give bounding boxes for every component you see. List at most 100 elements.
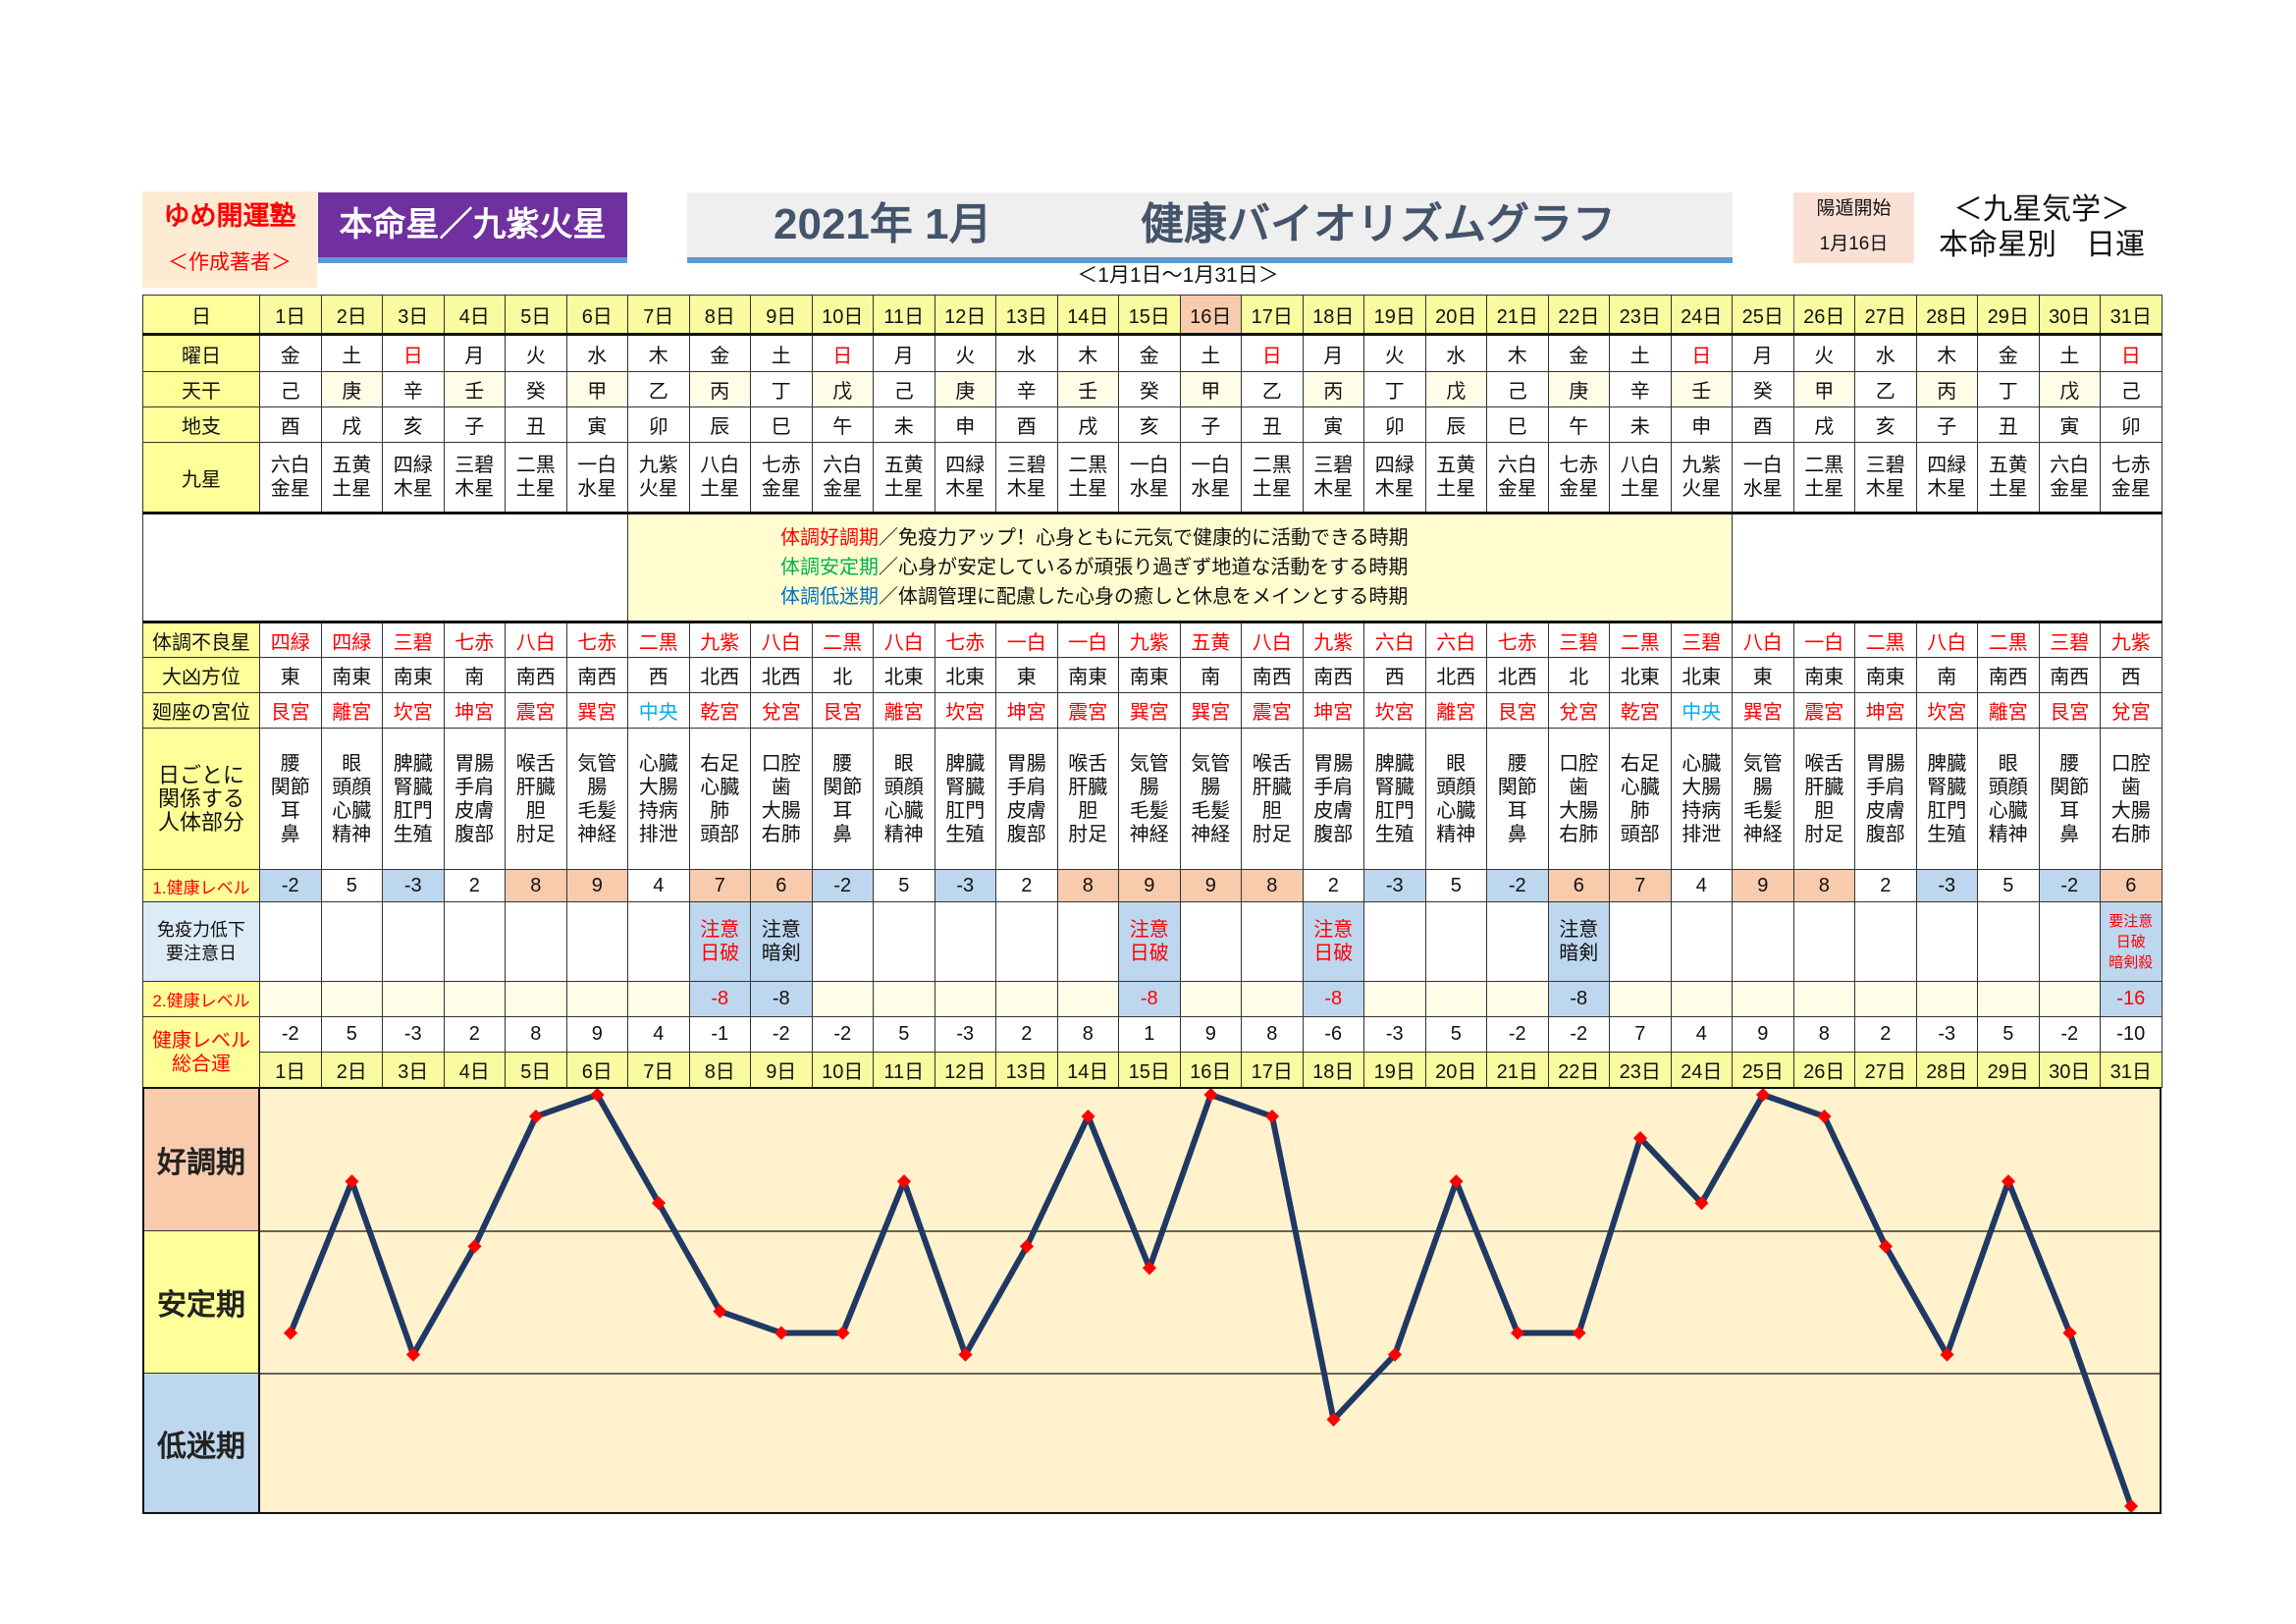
level1-cell: -2 [811,869,874,902]
day-cell: 2日 [320,295,383,336]
kan-cell: 庚 [320,371,383,407]
day-cell: 16日 [1179,295,1242,336]
day-cell: 31日 [2100,295,2163,336]
body-part: 耳 [1507,799,1527,822]
legend-item: 体調好調期／免疫力アップ！心身ともに元気で健康的に活動できる時期 [629,523,1732,553]
palace-cell: 坤宮 [995,692,1058,729]
direction-row: 大凶方位東南東 南東南南西 南西西北西 北西北北東 北東東南東 南東南南西 南西西北西 北西北… [142,657,2163,693]
palace-cell: 震宮 [1792,692,1855,729]
palace-cell: 離宮 [873,692,935,729]
line: 水星 [577,478,617,500]
legend-term: 体調低迷期 [780,586,879,608]
direction-cell: 北 [1547,657,1610,693]
day-cell: 23日 [1609,295,1672,336]
day-cell: 3日 [382,295,445,336]
body-cell: 眼頭顔 心臓 精神 [1424,728,1487,870]
star-cell: 四緑 木星 [1915,442,1978,514]
body-part: 喉舌 [1804,752,1844,775]
immunity-cell [1915,901,1978,982]
body-part: 喉舌 [515,752,556,775]
body-part: 腹部 [454,823,495,845]
palace-cell: 巽宮 [1118,692,1181,729]
kan-cell: 乙 [1854,371,1917,407]
body-part: 毛髪 [1191,799,1231,822]
direction-cell: 北東 [873,657,935,693]
kan-cell: 癸 [1732,371,1794,407]
label-line: 総合運 [172,1053,231,1075]
star-cell: 二黒 土星 [505,442,567,514]
bad-star-cell: 六白 [1424,622,1487,658]
immunity-note: 注意 [1129,919,1169,941]
immunity-cell [811,901,874,982]
level1-cell: 4 [627,869,690,902]
body-part: 肘足 [515,823,556,845]
body-part: 肘足 [1068,823,1108,845]
line: 金星 [761,478,801,500]
palace-cell: 離宮 [320,692,383,729]
immunity-cell [382,901,445,982]
total-cell: -2 [259,1016,322,1053]
level2-cell [934,981,996,1017]
direction-cell: 北東 [1670,657,1733,693]
direction-cell: 南東 [1056,657,1119,693]
legend-term: 体調安定期 [780,557,879,578]
bad-star-cell: 四緑 [320,622,383,658]
body-part: 喉舌 [1252,752,1292,775]
immunity-cell: 注意 日破 [1118,901,1181,982]
level2-cell [1056,981,1119,1017]
line: 木星 [1374,478,1415,500]
shi-cell: 辰 [688,406,751,443]
weekday-row: 曜日金土日月火水木金土日月火水木金土日月火水木金土日月火水木金土日 [142,334,2163,372]
shi-cell: 卯 [627,406,690,443]
body-cell: 眼頭顔 心臓 精神 [1977,728,2040,870]
page-title: 2021年 1月 健康バイオリズムグラフ [687,192,1733,263]
weekday-cell: 水 [1424,334,1487,372]
level2-cell [565,981,628,1017]
data-point [1387,1347,1403,1362]
direction-cell: 南東 [320,657,383,693]
body-part: 鼻 [280,823,300,845]
immunity-cell [934,901,996,982]
day-cell: 24日 [1670,295,1733,336]
line: 六白 [823,455,863,476]
immunity-cell [1363,901,1426,982]
weekday-cell: 木 [1486,334,1549,372]
direction-cell: 北東 [1609,657,1672,693]
body-part: 腰 [280,752,300,775]
body-part: 手肩 [1313,776,1354,798]
total-cell: 9 [565,1016,628,1053]
palace-label: 廻座の宮位 [142,692,260,729]
total-label: 健康レベル 総合運 [142,1016,260,1088]
data-point [1326,1412,1341,1427]
kyusei-heading: ＜九星気学＞ 本命星別 日運 [1929,192,2155,263]
day-cell: 25日 [1732,295,1794,336]
star-label: 九星 [142,442,260,514]
star-cell: 五黄 土星 [873,442,935,514]
immunity-cell [873,901,935,982]
weekday-cell: 月 [1732,334,1794,372]
total-cell: -2 [811,1016,874,1053]
body-part: 大腸 [761,799,801,822]
star-cell: 六白 金星 [811,442,874,514]
direction-cell: 西 [2100,657,2163,693]
palace-row: 廻座の宮位 艮宮 離宮 坎宮 坤宮 震宮 巽宮 中央 乾宮 兌宮 艮宮 離宮 坎宮 坤宮 震宮 巽宮 巽宮 震宮坤… [142,692,2163,729]
data-point [1878,1239,1894,1254]
immunity-note: 日破 [1313,943,1354,964]
body-part: 毛髪 [1129,799,1169,822]
weekday-cell: 木 [1915,334,1978,372]
star-cell: 八白 土星 [688,442,751,514]
label-line: 関係する [157,785,244,811]
level1-cell: -3 [934,869,996,902]
immunity-cell [443,901,506,982]
line: 木星 [1865,478,1905,500]
shi-cell: 酉 [1732,406,1794,443]
level2-cell [1732,981,1794,1017]
line: 一白 [1129,455,1169,476]
day-cell: 26日 [1792,1052,1855,1088]
level1-cell: 6 [750,869,813,902]
label-line: 要注意日 [166,944,237,963]
palace-cell: 乾宮 [1609,692,1672,729]
star-cell: 三碧 木星 [1302,442,1364,514]
immunity-cell: 注意 日破 [688,901,751,982]
total-cell: 5 [320,1016,383,1053]
